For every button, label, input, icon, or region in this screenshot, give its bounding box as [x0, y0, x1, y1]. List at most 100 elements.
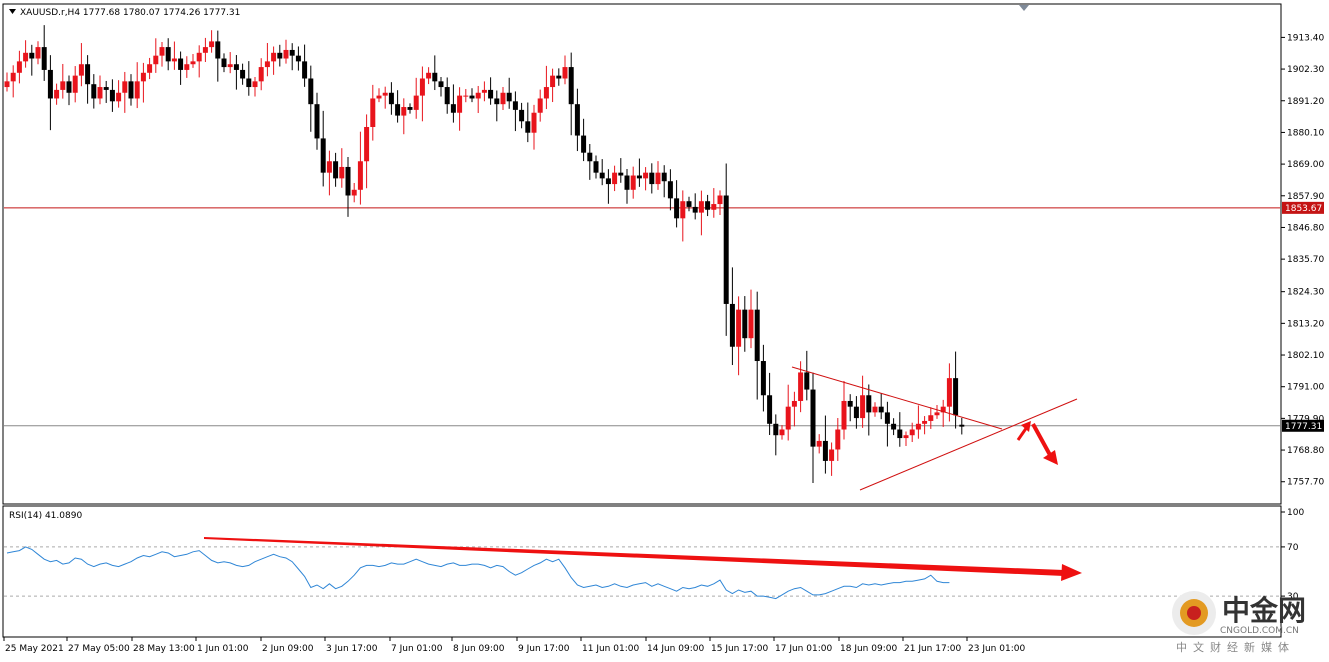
candle	[376, 88, 382, 103]
price-tick-label: 1869.00	[1287, 160, 1324, 170]
candle-body	[810, 389, 816, 447]
time-tick-label: 28 May 13:00	[133, 644, 195, 654]
candle	[364, 114, 370, 189]
candle	[934, 404, 940, 419]
candle	[221, 53, 227, 73]
candle-body	[773, 423, 779, 436]
candle	[915, 405, 921, 439]
price-tick-label: 1846.80	[1287, 223, 1324, 233]
candle	[940, 399, 946, 427]
candle	[847, 394, 853, 422]
candle	[742, 296, 748, 352]
candle	[233, 55, 239, 90]
candle-body	[140, 72, 146, 82]
candle-body	[481, 89, 487, 93]
candle-body	[835, 429, 841, 450]
candle	[494, 90, 500, 122]
candle-body	[264, 61, 270, 68]
candle-body	[450, 104, 456, 113]
watermark-sub: 中文财经新媒体	[1176, 640, 1295, 654]
candle	[140, 62, 146, 103]
time-tick-label: 7 Jun 01:00	[391, 644, 443, 654]
chart-shift-marker-icon[interactable]	[1019, 5, 1029, 11]
candle-body	[376, 95, 382, 99]
candle	[605, 169, 611, 204]
symbol-menu-triangle-icon[interactable]	[9, 9, 16, 14]
candle-body	[283, 49, 289, 59]
candle	[463, 89, 469, 103]
candle-body	[395, 104, 401, 116]
candle-body	[717, 195, 723, 205]
candle-body	[221, 58, 227, 68]
triangle-lower-trendline[interactable]	[859, 398, 1078, 491]
candle	[407, 103, 413, 114]
candle-body	[438, 81, 444, 88]
candle-body	[959, 424, 965, 427]
candle	[804, 350, 810, 401]
candle	[860, 375, 866, 428]
triangle-upper-trendline[interactable]	[791, 366, 1003, 430]
time-tick-label: 9 Jun 17:00	[518, 644, 570, 654]
candle-body	[339, 166, 345, 179]
candle	[841, 380, 847, 440]
price-tick-label: 1913.40	[1287, 33, 1324, 43]
candle	[209, 30, 215, 53]
candle-body	[562, 67, 568, 79]
candle	[395, 90, 401, 123]
candle-body	[543, 87, 549, 99]
candle	[153, 38, 159, 73]
price-panel-frame	[2, 3, 1282, 505]
candle	[667, 169, 673, 211]
candle-body	[736, 309, 742, 347]
candle	[116, 80, 122, 108]
candle-body	[314, 104, 320, 139]
time-axis: 25 May 2021 27 May 05:00 28 May 13:00 1 Jun…	[3, 637, 1025, 654]
candle-body	[128, 81, 134, 99]
candle	[196, 45, 202, 78]
candle-body	[860, 395, 866, 419]
candle-body	[103, 87, 109, 90]
candle	[227, 52, 233, 74]
gridlines	[4, 546, 1280, 597]
price-tick-label: 1757.70	[1287, 478, 1324, 488]
candle	[574, 88, 580, 152]
candle	[60, 63, 66, 99]
price-tick-label: 1779.90	[1287, 414, 1324, 424]
candle-body	[16, 61, 22, 73]
candle	[382, 86, 388, 109]
candle	[531, 104, 537, 150]
candle	[413, 77, 419, 119]
candle-body	[711, 204, 717, 210]
candle	[171, 41, 177, 70]
candle	[432, 55, 438, 91]
candle	[593, 155, 599, 179]
candle	[457, 87, 463, 131]
candle-body	[171, 58, 177, 62]
candle-body	[866, 395, 872, 413]
candle-body	[729, 303, 735, 347]
candle	[23, 40, 29, 68]
candle	[791, 391, 797, 427]
price-tag-label: 1777.31	[1285, 422, 1322, 432]
candle	[134, 62, 140, 109]
time-tick-label: 3 Jun 17:00	[326, 644, 378, 654]
candle-body	[196, 52, 202, 62]
candle	[829, 442, 835, 476]
time-tick-label: 11 Jun 01:00	[582, 644, 639, 654]
candle	[271, 46, 277, 75]
candle-body	[841, 400, 847, 430]
candle	[736, 296, 742, 376]
candle	[636, 158, 642, 187]
candle	[822, 415, 828, 474]
candle	[853, 396, 859, 429]
time-tick-label: 8 Jun 09:00	[453, 644, 505, 654]
candle-body	[345, 166, 351, 196]
candle-body	[667, 181, 673, 199]
candle-body	[618, 172, 624, 176]
candle	[680, 190, 686, 242]
candle-body	[791, 400, 797, 407]
candle	[537, 89, 543, 122]
candle-body	[884, 412, 890, 424]
price-levels: 1853.67 1777.31	[4, 201, 1324, 432]
candle	[320, 110, 326, 187]
